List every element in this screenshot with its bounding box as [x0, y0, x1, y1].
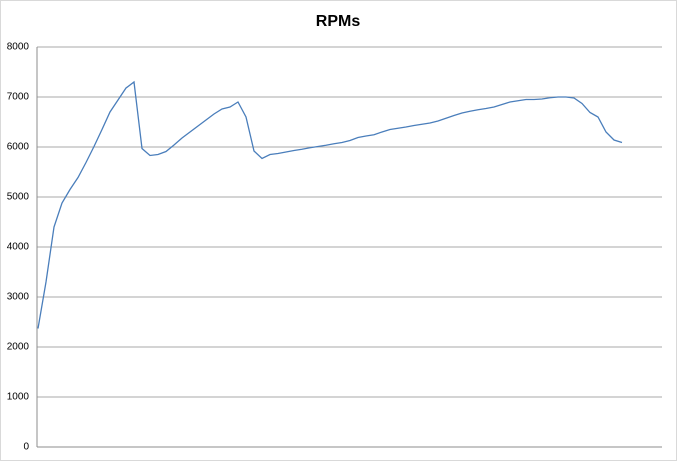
- y-tick-label: 6000: [7, 142, 30, 153]
- y-tick-label: 0: [23, 442, 29, 453]
- y-tick-label: 4000: [7, 242, 30, 253]
- y-tick-label: 5000: [7, 192, 30, 203]
- data-line: [37, 80, 623, 329]
- y-tick-label: 8000: [7, 42, 30, 53]
- y-tick-label: 3000: [7, 292, 30, 303]
- chart-title: RPMs: [316, 13, 361, 30]
- y-tick-label: 7000: [7, 92, 30, 103]
- y-tick-label: 2000: [7, 342, 30, 353]
- y-tick-label: 1000: [7, 392, 30, 403]
